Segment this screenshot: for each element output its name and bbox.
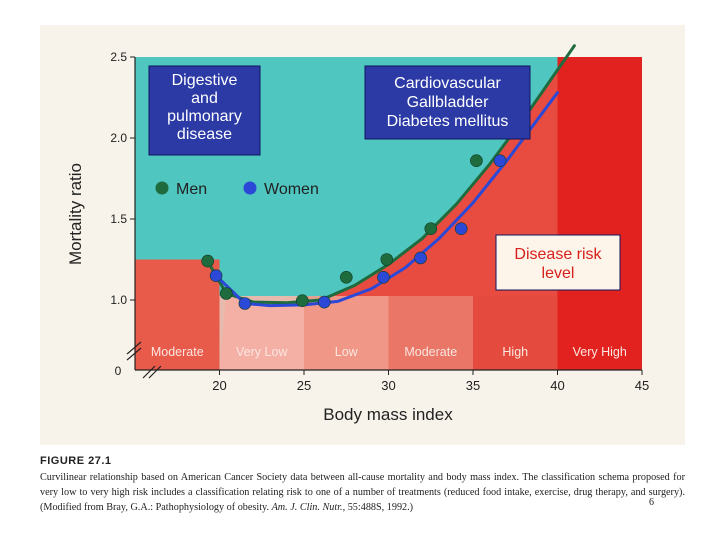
plot-area: 0 1.0 1.5 2.0 2.5 20 25 30 35 40 45 Body mass index… [66,44,649,424]
data-point-women [209,269,223,283]
y-tick-label: 2.0 [110,131,127,145]
risk-area [219,69,558,371]
x-tick-label: 40 [550,378,564,393]
y-tick-label: 2.5 [110,50,127,64]
y-tick-label: 1.0 [110,293,127,307]
risk-band-label: Moderate [151,345,204,359]
cardio-annotation-line: Gallbladder [407,94,490,111]
data-point-women [377,270,390,284]
data-point-women [414,251,427,265]
page-number: 6 [649,497,654,508]
risk-band-label: High [502,345,528,359]
x-tick-label: 45 [635,378,649,393]
x-axis-title: Body mass index [323,405,453,424]
cardio-annotation-line: Diabetes mellitus [387,113,509,130]
risk-band-5 [557,57,642,370]
x-tick-label: 25 [297,378,311,393]
risk-strip-4 [473,296,558,370]
risk-strip-2 [304,296,389,370]
mortality-bmi-figure: 0 1.0 1.5 2.0 2.5 20 25 30 35 40 45 Body mass index… [40,25,685,445]
risk-band-label: Very High [573,345,627,359]
x-axis-break-1 [142,365,156,379]
cardio-annotation-box [364,65,531,140]
legend-label-men: Men [176,181,207,198]
risk-band-label: Low [335,345,359,359]
x-tick-label: 20 [212,378,226,393]
risk-strip-3 [388,296,473,370]
risk-strip-1 [219,296,304,370]
y-tick-label: 0 [115,364,122,378]
x-tick-label: 30 [381,378,395,393]
digestive-annotation-line: disease [177,126,232,143]
legend-marker-men [155,181,169,195]
caption-label: FIGURE 27.1 [40,455,112,467]
data-point-men [201,254,214,268]
y-tick-label: 1.5 [110,212,127,226]
data-point-men [380,253,394,266]
data-point-men [339,270,353,284]
data-point-women [493,154,507,167]
data-point-men [295,294,309,308]
x-axis-break-2 [148,365,162,379]
risk-level-annotation-line: Disease risk [514,246,602,263]
risk-band-label: Moderate [404,345,457,359]
risk-band-0 [135,259,220,370]
risk-level-annotation-box [495,234,621,291]
x-tick-label: 35 [466,378,480,393]
digestive-annotation-line: and [191,90,218,107]
y-axis-title: Mortality ratio [66,163,85,265]
caption-text-end: , 55:488S, 1992.) [342,502,414,513]
digestive-annotation-box [148,65,261,156]
legend-label-women: Women [264,181,319,198]
y-axis-break-2 [126,347,142,361]
y-axis-break-1 [126,341,142,355]
risk-band-label: Very Low [236,345,288,359]
cardio-annotation-line: Cardiovascular [394,75,501,92]
data-point-women [317,295,331,309]
figure-caption: FIGURE 27.1 Curvilinear relationship bas… [40,455,685,515]
data-point-men [470,154,483,167]
digestive-annotation-line: Digestive [172,72,238,89]
legend-marker-women [243,181,257,195]
caption-text: Curvilinear relationship based on Americ… [40,470,685,515]
caption-text-main: Curvilinear relationship based on Americ… [40,472,685,513]
data-point-women [454,222,468,235]
data-point-men [220,287,233,300]
risk-level-annotation-line: level [542,265,575,282]
data-point-women [238,297,252,310]
data-point-men [424,222,438,235]
caption-journal: Am. J. Clin. Nutr. [271,502,343,513]
digestive-annotation-line: pulmonary [167,108,242,125]
